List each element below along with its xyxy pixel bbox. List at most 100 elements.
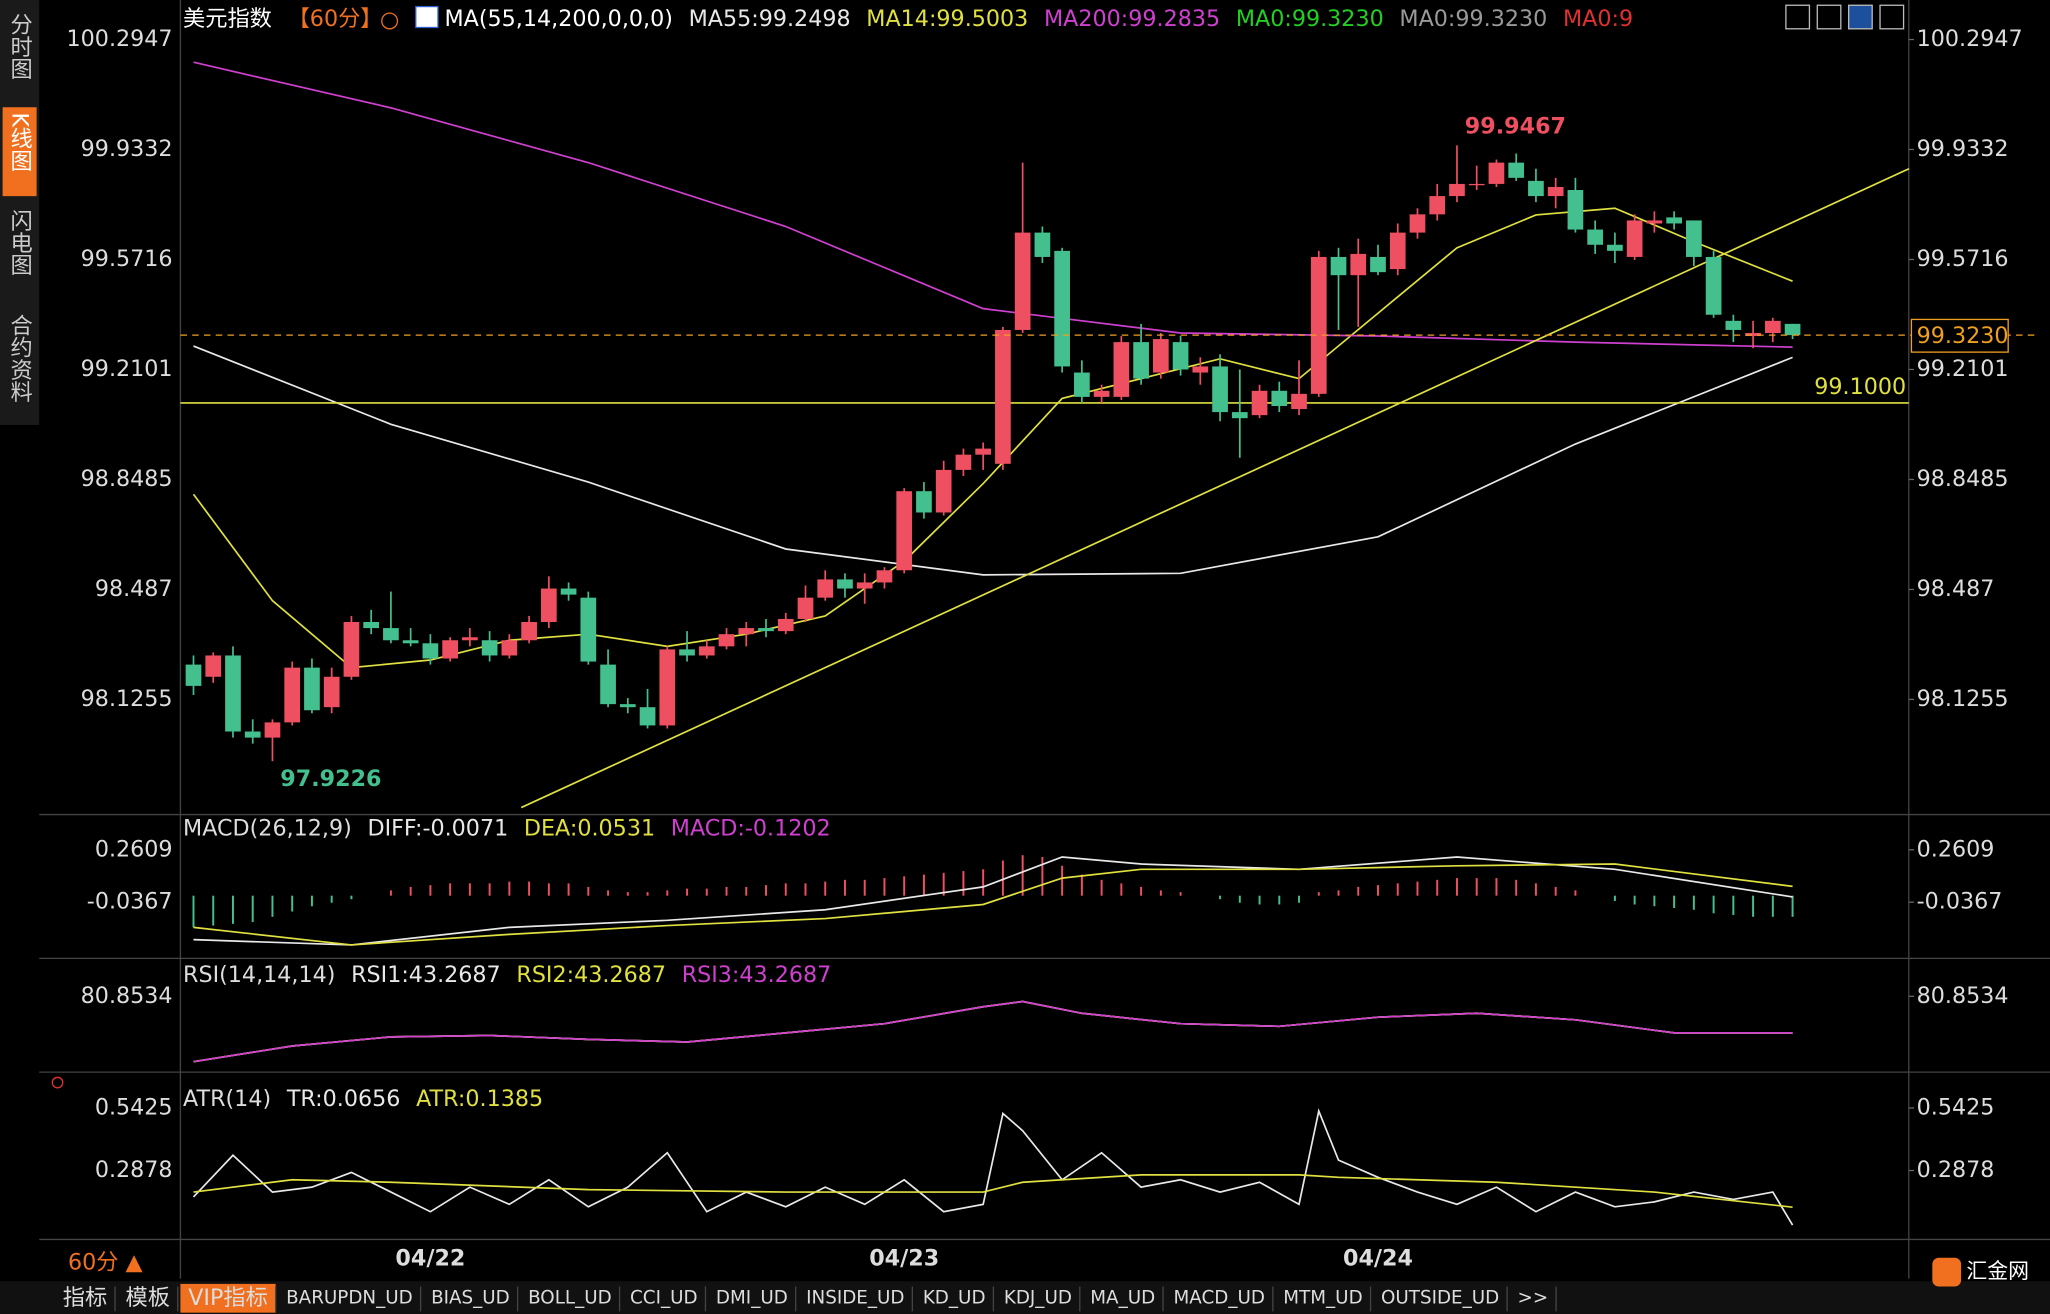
candle-body: [758, 628, 774, 632]
sidebar-tab[interactable]: 闪电图: [7, 209, 33, 276]
candle-body: [462, 637, 478, 641]
toolbar-button[interactable]: 模板: [125, 1285, 169, 1311]
candle-body: [955, 454, 972, 470]
candle-body: [1468, 183, 1485, 186]
logo-icon: [1932, 1257, 1962, 1287]
toolbar-button[interactable]: BOLL_UD: [528, 1287, 612, 1308]
candle-body: [343, 622, 360, 677]
y-tick-label: 0.2609: [95, 836, 173, 862]
y-tick-label: 99.5716: [1917, 246, 2009, 272]
candle-body: [1212, 366, 1228, 413]
candle-body: [619, 704, 636, 708]
legend-entry: MA0:99.3230: [1399, 6, 1547, 32]
candle-body: [896, 491, 913, 571]
legend-entry: MA0:9: [1563, 6, 1633, 32]
legend-entry: MA14:99.5003: [866, 6, 1028, 32]
toolbar-button[interactable]: KDJ_UD: [1004, 1287, 1072, 1308]
candle-body: [1014, 232, 1031, 330]
toolbar-icons: [1785, 4, 1905, 30]
x-tick-label: 04/23: [869, 1246, 939, 1272]
toolbar-button[interactable]: BARUPDN_UD: [286, 1287, 413, 1308]
toolbar-button[interactable]: INSIDE_UD: [806, 1287, 904, 1308]
y-tick-label: 98.8485: [1917, 466, 2009, 492]
candle-body: [1074, 372, 1090, 397]
candle-body: [1034, 232, 1051, 257]
legend-entry: 【60分】: [288, 6, 383, 32]
candle-body: [1271, 390, 1288, 407]
candle-body: [521, 622, 537, 641]
candle-body: [1409, 214, 1426, 233]
candle-body: [1764, 320, 1781, 333]
legend-entry: RSI(14,14,14): [183, 962, 335, 988]
candle-body: [1725, 320, 1742, 330]
candle-body: [1093, 390, 1110, 397]
candle-body: [1231, 412, 1248, 419]
toolbar-button[interactable]: 指标: [63, 1285, 107, 1311]
period-label[interactable]: 60分 ▲: [68, 1249, 144, 1275]
candle-body: [777, 618, 794, 632]
candle-body: [698, 646, 715, 656]
legend-entry: RSI3:43.2687: [682, 962, 832, 988]
y-tick-label: 0.5425: [95, 1094, 173, 1120]
toolbar-button[interactable]: BIAS_UD: [431, 1287, 510, 1308]
toolbar-button[interactable]: KD_UD: [923, 1287, 986, 1308]
candle-body: [1054, 250, 1070, 367]
legend-entry: MA(55,14,200,0,0,0): [445, 6, 673, 32]
candle-body: [1192, 366, 1209, 373]
toolbar-button[interactable]: MACD_UD: [1174, 1287, 1265, 1308]
trendline: [520, 167, 1910, 809]
last-price-label: 99.3230: [1917, 323, 2009, 349]
candle-body: [383, 628, 399, 641]
y-tick-label: 98.1255: [1917, 686, 2009, 712]
legend-entry: RSI1:43.2687: [351, 962, 501, 988]
candle-body: [1350, 253, 1367, 276]
candle-body: [718, 634, 735, 647]
candle-body: [264, 722, 281, 738]
candle-body: [856, 582, 873, 589]
sidebar: [0, 0, 40, 425]
candle-body: [560, 588, 577, 595]
toolbar-button[interactable]: DMI_UD: [716, 1287, 788, 1308]
candle-body: [481, 640, 498, 656]
candle-body: [1508, 162, 1525, 178]
add-icon[interactable]: [381, 12, 399, 30]
indicator-icon: [51, 1076, 64, 1089]
y-tick-label: 99.5716: [81, 246, 173, 272]
legend-entry: MACD:-0.1202: [671, 815, 831, 841]
toolbar-button[interactable]: MTM_UD: [1283, 1287, 1362, 1308]
sidebar-tab[interactable]: 合约资料: [7, 313, 33, 403]
legend-entry: RSI2:43.2687: [516, 962, 666, 988]
legend-entry: ATR:0.1385: [416, 1086, 543, 1112]
sidebar-tab[interactable]: 分时图: [7, 13, 33, 80]
candle-body: [501, 640, 518, 656]
y-tick-label: 80.8534: [81, 983, 173, 1009]
legend-entry: 美元指数: [183, 6, 272, 32]
legend-entry: DEA:0.0531: [524, 815, 655, 841]
legend-entry: MA55:99.2498: [689, 6, 851, 32]
legend-entry: MA200:99.2835: [1044, 6, 1220, 32]
toolbar-button[interactable]: CCI_UD: [630, 1287, 698, 1308]
candle-body: [1152, 339, 1169, 373]
indicator-line: [193, 1174, 1793, 1209]
candle-body: [817, 579, 834, 598]
candle-body: [600, 664, 616, 705]
last-price-box: [1910, 318, 2009, 353]
candle-body: [1310, 256, 1327, 394]
candle-body: [402, 640, 419, 644]
legend-entry: DIFF:-0.0071: [367, 815, 508, 841]
sidebar-tab[interactable]: K线图: [7, 112, 33, 171]
candle-body: [1429, 196, 1446, 215]
candle-body: [580, 597, 597, 662]
extreme-label: 97.9226: [280, 766, 381, 792]
toolbar-button[interactable]: >>: [1518, 1287, 1549, 1308]
y-tick-label: 99.9332: [1917, 136, 2009, 162]
toolbar-button[interactable]: OUTSIDE_UD: [1381, 1287, 1499, 1308]
candle-body: [916, 491, 932, 513]
y-tick-label: 0.2878: [95, 1157, 173, 1183]
candle-body: [1784, 323, 1801, 336]
toolbar-button[interactable]: VIP指标: [188, 1285, 268, 1311]
indicator-line: [193, 863, 1793, 946]
candle-body: [1587, 229, 1604, 245]
toolbar-button[interactable]: MA_UD: [1090, 1287, 1155, 1308]
